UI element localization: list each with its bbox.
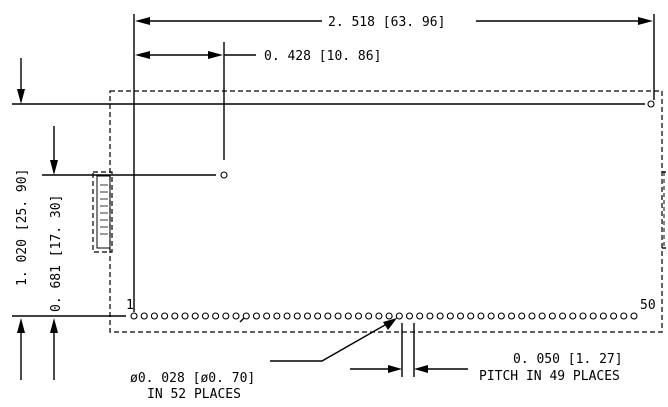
overall-height-dimension [17, 58, 25, 380]
pin-hole [528, 312, 536, 320]
pin-hole [181, 312, 189, 320]
pin-hole [436, 312, 444, 320]
pin-hole [446, 312, 454, 320]
pin-diameter-label: ø0. 028 [ø0. 70] [130, 371, 255, 386]
pin-hole [559, 312, 567, 320]
pin-hole [263, 312, 271, 320]
side-connector [92, 171, 113, 253]
pin-hole [293, 312, 301, 320]
board-outline [109, 90, 663, 333]
pin-hole [273, 312, 281, 320]
overall-width-label: 2. 518 [63. 96] [328, 15, 445, 30]
pitch-dimension [350, 323, 468, 377]
pin-hole [324, 312, 332, 320]
pin-hole [416, 312, 424, 320]
pin-hole [456, 312, 465, 320]
mounting-hole-top-right [647, 100, 655, 108]
pin-hole [507, 312, 516, 320]
pin-hole [130, 312, 138, 320]
pin-hole [405, 312, 414, 320]
pin-tick-mark [239, 317, 245, 323]
pin-hole [467, 312, 475, 320]
pin-label-last: 50 [640, 298, 656, 313]
pin-diameter-leader [270, 318, 397, 362]
pin-hole [354, 312, 363, 320]
pin-hole [283, 312, 291, 320]
pin-hole [426, 312, 434, 320]
pin-hole [548, 312, 556, 320]
pin-hole [365, 312, 373, 320]
pin-hole [569, 312, 577, 320]
pin-count-label: IN 52 PLACES [147, 387, 241, 402]
pin-hole [191, 312, 199, 320]
pin-hole [344, 312, 352, 320]
pin-hole [314, 312, 322, 320]
pin-hole [232, 312, 240, 320]
pin-hole [375, 312, 383, 320]
mounting-hole-left [220, 171, 228, 179]
pin-row [130, 312, 638, 323]
pin-hole [242, 312, 250, 320]
pin-hole [477, 312, 485, 320]
pin-hole [599, 312, 607, 320]
pin-hole [201, 312, 209, 320]
pitch-label: 0. 050 [1. 27] [513, 352, 623, 367]
pin-hole [610, 312, 618, 320]
hole-height-dimension [50, 126, 58, 380]
hole-offset-label: 0. 428 [10. 86] [264, 49, 381, 64]
pin-hole [395, 312, 403, 320]
pin-hole [303, 312, 312, 320]
pin-hole [212, 312, 220, 320]
pitch-note-label: PITCH IN 49 PLACES [479, 369, 620, 384]
pin-hole [487, 312, 495, 320]
pin-hole [538, 312, 546, 320]
pin-hole [161, 312, 169, 320]
pin-hole [252, 312, 261, 320]
overall-height-label: 1. 020 [25. 90] [15, 169, 30, 286]
pin-hole [518, 312, 526, 320]
pin-hole [630, 312, 638, 320]
hole-offset-dimension [135, 51, 256, 59]
pin-hole [222, 312, 230, 320]
pin-hole [334, 312, 342, 320]
pin-hole [140, 312, 148, 320]
right-edge-marks [662, 171, 666, 249]
pin-hole [620, 312, 628, 320]
pin-label-first: 1 [126, 298, 134, 313]
hole-height-label: 0. 681 [17. 30] [49, 195, 64, 312]
overall-width-dimension [135, 17, 653, 25]
pin-hole [385, 312, 393, 320]
pin-hole [171, 312, 179, 320]
pin-hole [497, 312, 505, 320]
pin-hole [589, 312, 597, 320]
pin-hole [150, 312, 158, 320]
pin-hole [579, 312, 587, 320]
